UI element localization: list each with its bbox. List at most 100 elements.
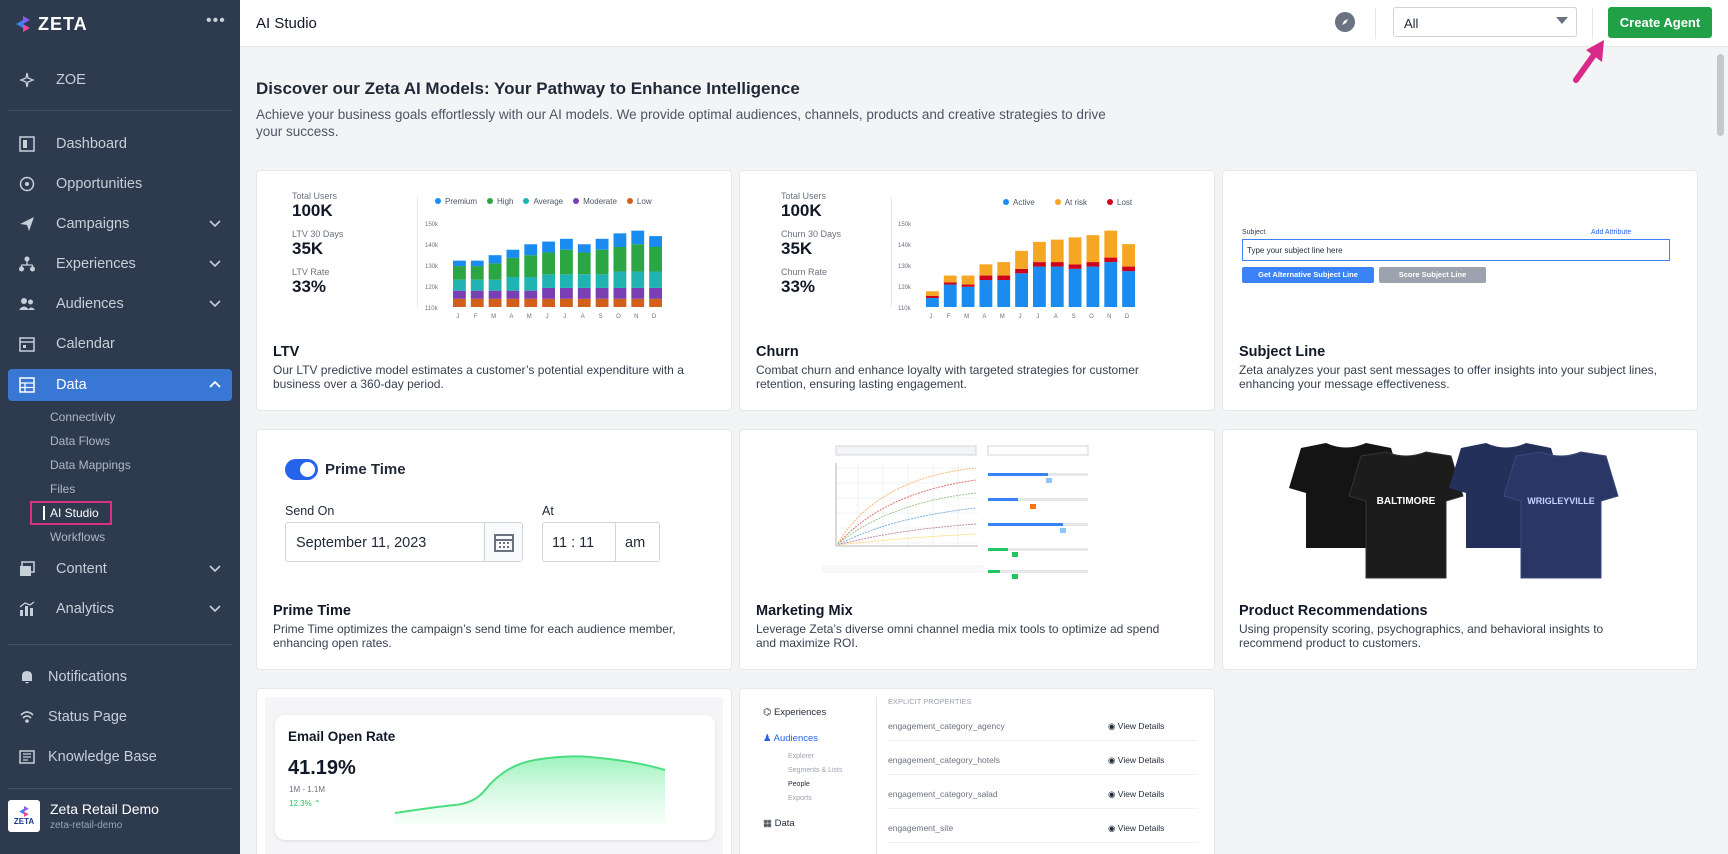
y-tick-label: 140k — [425, 243, 439, 249]
card-title: Churn — [756, 344, 799, 360]
bar-at-risk — [961, 275, 975, 285]
bar-active — [926, 298, 939, 307]
sidebar-subitem-ai-studio[interactable]: AI Studio — [30, 501, 112, 525]
scrollbar-thumb[interactable] — [1717, 54, 1724, 136]
zeta-logo[interactable]: ZETA — [16, 10, 88, 38]
legend-item: High — [487, 197, 513, 206]
ampm-value[interactable]: am — [625, 535, 646, 551]
property-name: engagement_category_salad — [888, 789, 998, 799]
delta-value: 12.3% — [289, 799, 312, 808]
sidebar-subitem-connectivity[interactable]: Connectivity — [50, 410, 116, 424]
bar-average — [506, 277, 520, 291]
sidebar-item-label: Content — [56, 561, 107, 577]
x-tick-label: N — [634, 314, 638, 320]
sidebar-item-opportunities[interactable]: Opportunities — [8, 168, 232, 200]
page-description: Achieve your business goals effortlessly… — [256, 107, 1106, 139]
sidebar-item-zoe[interactable]: ZOE — [8, 64, 232, 96]
bar-lost — [1050, 262, 1064, 267]
subject-input[interactable]: Type your subject line here — [1242, 239, 1670, 261]
filter-select[interactable]: All — [1393, 7, 1577, 37]
dashboard-icon — [18, 135, 36, 153]
sidebar-item-notifications[interactable]: Notifications — [8, 661, 232, 693]
sidebar-item-data[interactable]: Data — [8, 369, 232, 401]
divider — [8, 788, 232, 789]
sidebar-subitem-data-flows[interactable]: Data Flows — [50, 434, 111, 448]
explorer-preview: ⌬ Experiences ♟ Audiences Explorer Segme… — [748, 697, 1206, 854]
churn-preview: Total Users 100K Churn 30 Days 35K Churn… — [748, 179, 1206, 331]
x-tick-label: J — [1019, 314, 1022, 320]
ltv-bar-chart: 150k 140k 130k 120k 110k J F M A M J J A S O N D — [425, 222, 662, 320]
score-subject-button[interactable]: Score Subject Line — [1379, 267, 1486, 283]
sidebar-item-calendar[interactable]: Calendar — [8, 328, 232, 360]
sidebar-item-knowledge-base[interactable]: Knowledge Base — [8, 741, 232, 773]
divider — [1375, 8, 1376, 39]
add-attribute-link[interactable]: Add Attribute — [1591, 229, 1632, 236]
model-card-explorer[interactable]: ⌬ Experiences ♟ Audiences Explorer Segme… — [739, 688, 1215, 854]
x-tick-label: F — [474, 314, 478, 320]
sidebar-item-campaigns[interactable]: Campaigns — [8, 208, 232, 240]
database-icon — [18, 376, 36, 394]
scrollbar[interactable] — [1713, 48, 1728, 854]
sidebar-subitem-workflows[interactable]: Workflows — [50, 530, 106, 544]
send-on-label: Send On — [285, 504, 335, 518]
sidebar-item-label: Campaigns — [56, 216, 130, 232]
bar-average — [524, 277, 538, 291]
x-tick-label: M — [1000, 314, 1005, 320]
bar-lost — [1122, 266, 1135, 272]
bar-lost — [1104, 257, 1118, 263]
sidebar-item-audiences[interactable]: Audiences — [8, 288, 232, 320]
time-field[interactable]: 11 : 11 am — [542, 522, 660, 562]
x-tick-label: J — [456, 314, 459, 320]
toggle-switch[interactable] — [285, 459, 318, 480]
legend-item: Premium — [435, 197, 477, 206]
bar-average — [631, 271, 645, 288]
view-details-link[interactable]: ◉ View Details — [1108, 755, 1164, 766]
nav-data: ▦ Data — [763, 818, 795, 829]
sidebar-item-experiences[interactable]: Experiences — [8, 248, 232, 280]
bar-at-risk — [1122, 244, 1135, 267]
bar-at-risk — [1015, 250, 1028, 269]
divider — [1592, 8, 1593, 39]
sidebar-subitem-data-mappings[interactable]: Data Mappings — [50, 458, 131, 472]
sidebar-item-analytics[interactable]: Analytics — [8, 593, 232, 625]
model-card-ltv[interactable]: Total Users 100K LTV 30 Days 35K LTV Rat… — [256, 170, 732, 411]
model-card-product-recommendations[interactable]: BALTIMORE WRIGLEYVILLE Product Recommend… — [1222, 429, 1698, 670]
sidebar-item-content[interactable]: Content — [8, 553, 232, 585]
view-details-link[interactable]: ◉ View Details — [1108, 789, 1164, 800]
bar-premium — [542, 241, 555, 253]
legend-item: Low — [627, 197, 652, 206]
view-details-link[interactable]: ◉ View Details — [1108, 721, 1164, 732]
model-card-marketing-mix[interactable]: Marketing Mix Leverage Zeta’s diverse om… — [739, 429, 1215, 670]
model-card-churn[interactable]: Total Users 100K Churn 30 Days 35K Churn… — [739, 170, 1215, 411]
property-row: engagement_category_salad ◉ View Details — [888, 779, 1198, 809]
view-details-link[interactable]: ◉ View Details — [1108, 823, 1164, 834]
calendar-icon[interactable] — [484, 523, 522, 561]
date-value: September 11, 2023 — [296, 535, 427, 551]
bar-premium — [595, 238, 609, 250]
jersey-illustration: BALTIMORE WRIGLEYVILLE — [1289, 443, 1619, 579]
bar-low — [577, 298, 591, 307]
alt-subject-button[interactable]: Get Alternative Subject Line — [1242, 267, 1374, 283]
chevron-down-icon — [208, 256, 222, 274]
model-card-prime-time[interactable]: Prime Time Send On September 11, 2023 At… — [256, 429, 732, 670]
chevron-down-icon — [208, 216, 222, 234]
bar-high — [631, 244, 645, 272]
sidebar-item-status-page[interactable]: Status Page — [8, 701, 232, 733]
account-switcher[interactable]: ZETA Zeta Retail Demo zeta-retail-demo — [8, 800, 159, 832]
bar-moderate — [560, 287, 573, 299]
prime-title: Prime Time — [325, 461, 406, 478]
bar-lost — [961, 284, 975, 287]
create-agent-button[interactable]: Create Agent — [1608, 7, 1712, 38]
nav-label: Experiences — [773, 707, 827, 718]
compass-icon[interactable] — [1335, 12, 1355, 32]
bar-average — [649, 271, 662, 288]
model-card-email-open-rate[interactable]: Email Open Rate 41.19% 1M - 1.1M 12.3% ⌃ — [256, 688, 732, 854]
bar-lost — [1015, 268, 1028, 274]
chevron-down-icon — [208, 296, 222, 314]
model-card-subject-line[interactable]: Subject Add Attribute Type your subject … — [1222, 170, 1698, 411]
date-field[interactable]: September 11, 2023 — [285, 522, 523, 562]
sidebar-item-dashboard[interactable]: Dashboard — [8, 128, 232, 160]
stat-label: Churn 30 Days — [781, 229, 842, 239]
more-icon[interactable]: ••• — [206, 12, 226, 29]
sidebar-subitem-files[interactable]: Files — [50, 482, 76, 496]
